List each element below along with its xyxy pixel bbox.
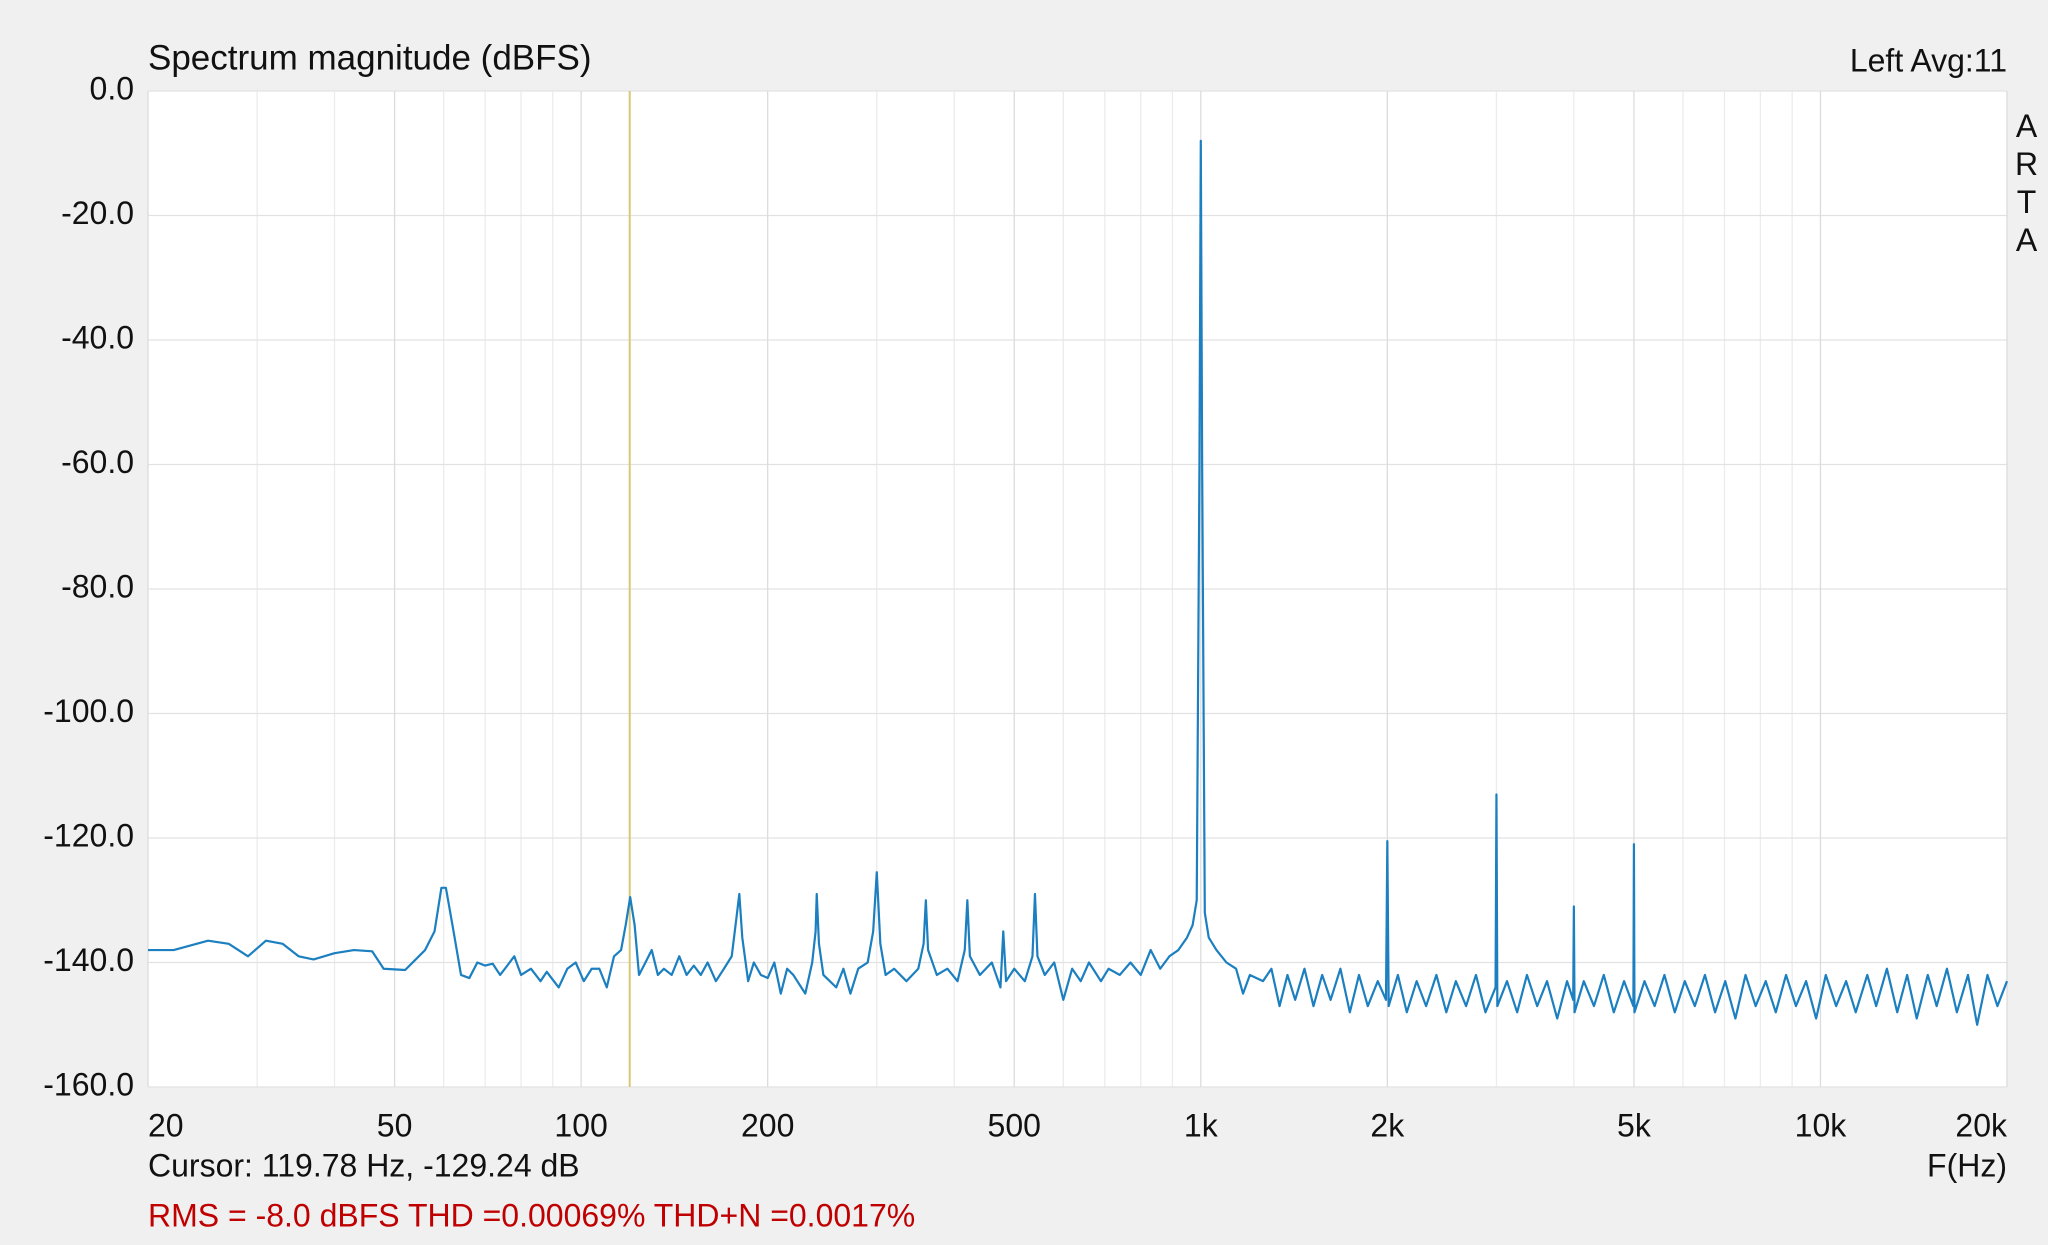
chart-title: Spectrum magnitude (dBFS)	[148, 38, 592, 77]
x-tick-label: 2k	[1370, 1107, 1405, 1143]
y-tick-label: -100.0	[43, 693, 134, 729]
x-tick-label: 5k	[1617, 1107, 1652, 1143]
y-tick-label: 0.0	[90, 70, 134, 106]
y-tick-label: -20.0	[61, 195, 134, 231]
y-tick-label: -40.0	[61, 319, 134, 355]
x-tick-label: 100	[554, 1107, 607, 1143]
y-tick-label: -60.0	[61, 444, 134, 480]
y-tick-label: -80.0	[61, 568, 134, 604]
y-tick-label: -120.0	[43, 817, 134, 853]
x-tick-label: 500	[988, 1107, 1041, 1143]
x-tick-label: 20	[148, 1107, 184, 1143]
x-tick-label: 20k	[1955, 1107, 2008, 1143]
x-tick-label: 50	[377, 1107, 413, 1143]
side-label: ARTA	[2009, 108, 2045, 260]
x-tick-label: 10k	[1795, 1107, 1848, 1143]
y-tick-label: -140.0	[43, 942, 134, 978]
x-axis-label: F(Hz)	[1927, 1147, 2007, 1183]
x-tick-label: 1k	[1184, 1107, 1219, 1143]
stats-readout: RMS = -8.0 dBFS THD =0.00069% THD+N =0.0…	[148, 1197, 915, 1233]
y-tick-label: -160.0	[43, 1066, 134, 1102]
x-tick-label: 200	[741, 1107, 794, 1143]
grid: 0.0 -20.0 -40.0 -60.0 -80.0 -100.0 -120.0 -140.…	[43, 70, 2008, 1143]
spectrum-line	[148, 139, 2009, 1026]
channel-label: Left Avg:11	[1850, 42, 2007, 78]
marks	[148, 91, 2009, 1087]
cursor-readout: Cursor: 119.78 Hz, -129.24 dB	[148, 1147, 580, 1183]
